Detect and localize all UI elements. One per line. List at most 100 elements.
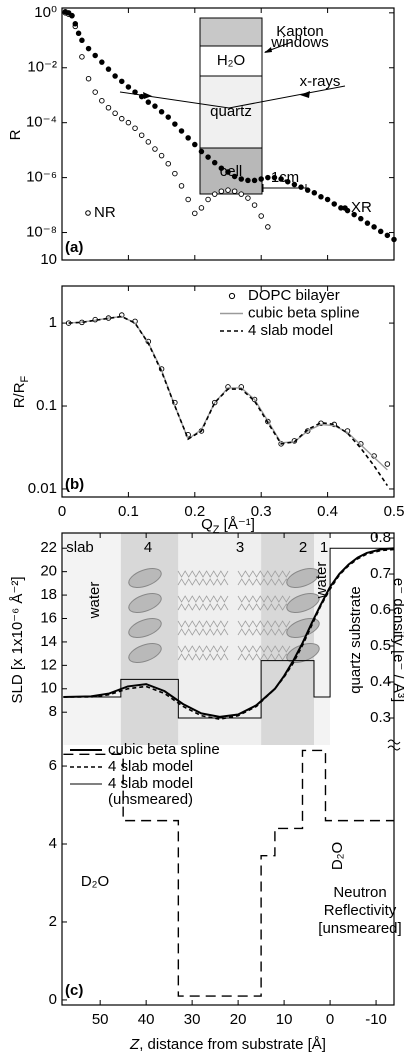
data-point xyxy=(105,104,112,111)
annotation: 2 xyxy=(299,539,307,556)
x-tick-label: 0.3 xyxy=(251,503,272,520)
data-point xyxy=(79,37,85,44)
y2-tick-label: 0.5 xyxy=(370,637,391,654)
series-line xyxy=(63,749,395,997)
annotation: D₂O xyxy=(329,842,346,870)
label-part: Z xyxy=(213,524,220,536)
data-point xyxy=(291,181,298,188)
text-line: 4 slab model xyxy=(108,775,193,792)
data-point xyxy=(318,194,324,200)
lipid-tail xyxy=(237,578,291,586)
x-tick-label: 0.1 xyxy=(118,503,139,520)
y-tick-label: 14 xyxy=(40,633,57,650)
text-line: windows xyxy=(270,34,329,51)
y-tick-label: 0.01 xyxy=(28,480,57,497)
data-point xyxy=(92,89,98,95)
data-point xyxy=(152,103,158,109)
lipid-tail xyxy=(237,595,291,603)
x-tick-label: 20 xyxy=(230,1011,247,1028)
data-point xyxy=(258,176,264,182)
annotation: cell xyxy=(220,163,243,180)
legend-label: DOPC bilayer xyxy=(248,287,340,304)
annotation: x-rays xyxy=(300,73,341,90)
data-point xyxy=(218,188,225,194)
data-point xyxy=(132,125,138,131)
legend-marker xyxy=(228,292,236,300)
data-point xyxy=(99,59,105,65)
legend-label: 4 slab model xyxy=(108,758,193,775)
annotation: 1 xyxy=(320,539,328,556)
lipid-head xyxy=(286,592,320,614)
y2-axis-label: e⁻ density [e⁻ / Å³] xyxy=(390,578,404,702)
lipid-head xyxy=(286,567,320,589)
data-point xyxy=(358,441,364,447)
data-point xyxy=(311,190,318,196)
data-point xyxy=(125,84,132,90)
data-point xyxy=(384,461,391,467)
series-line xyxy=(68,315,389,486)
data-point xyxy=(324,196,331,203)
y-tick-label: 10⁻⁸ xyxy=(26,224,57,241)
data-point xyxy=(298,184,304,190)
lipid-head xyxy=(128,592,162,614)
lipid-tail xyxy=(177,570,229,578)
data-point xyxy=(105,66,112,72)
plot-frame xyxy=(61,532,395,1006)
arrow-head xyxy=(300,91,310,98)
panel-label: (c) xyxy=(65,982,83,999)
slab-band xyxy=(120,533,179,745)
data-point xyxy=(364,220,371,226)
series-line xyxy=(68,315,388,471)
text-line: Kapton xyxy=(276,23,324,40)
data-point xyxy=(79,54,85,60)
series-line xyxy=(63,548,395,721)
lipid-tail xyxy=(177,645,229,653)
data-point xyxy=(112,110,118,117)
data-point xyxy=(211,191,218,197)
data-point xyxy=(218,165,225,171)
legend-label: NR xyxy=(94,204,116,221)
lipid-tail xyxy=(237,645,291,653)
x-tick-label: 0 xyxy=(326,1011,334,1028)
data-point xyxy=(251,202,258,208)
legend-marker xyxy=(342,205,348,211)
annotation: D₂O xyxy=(81,873,109,890)
quartz-block xyxy=(199,75,263,149)
y2-tick-label: 0.8 xyxy=(370,529,391,546)
y-tick-label: 6 xyxy=(49,757,57,774)
data-point xyxy=(245,177,251,184)
x-tick-label: 0.5 xyxy=(384,503,404,520)
y-tick-label: 0.1 xyxy=(36,397,57,414)
y-tick-label: 2 xyxy=(49,913,57,930)
lipid-head xyxy=(128,642,162,664)
legend-label: cubic beta spline xyxy=(108,741,220,758)
data-point xyxy=(251,177,258,184)
lipid-tail xyxy=(177,578,229,586)
slab-band xyxy=(313,533,331,745)
lipid-tail xyxy=(237,620,291,628)
data-point xyxy=(178,128,185,134)
text-line: (unsmeared) xyxy=(108,791,193,808)
data-point xyxy=(238,191,245,197)
lipid-head xyxy=(128,617,162,639)
slab-band xyxy=(63,533,121,745)
annotation: H₂O xyxy=(217,52,245,69)
y-tick-label: 10⁰ xyxy=(34,4,57,21)
legend-label: cubic beta spline xyxy=(248,304,360,321)
data-point xyxy=(377,228,384,235)
data-point xyxy=(231,188,238,194)
y2-tick-label: 0.4 xyxy=(370,673,391,690)
annotation: water xyxy=(86,582,103,620)
slab-band xyxy=(330,533,395,745)
data-point xyxy=(185,135,191,141)
y-tick-label: 12 xyxy=(40,656,57,673)
annotation: quartz xyxy=(210,103,252,120)
data-point xyxy=(231,173,238,180)
annotation: 1cm xyxy=(271,169,299,186)
label-part: Q xyxy=(201,516,213,533)
text-line: Reflectivity xyxy=(324,902,397,919)
annotation: slab xyxy=(66,539,94,556)
data-point xyxy=(265,224,271,230)
